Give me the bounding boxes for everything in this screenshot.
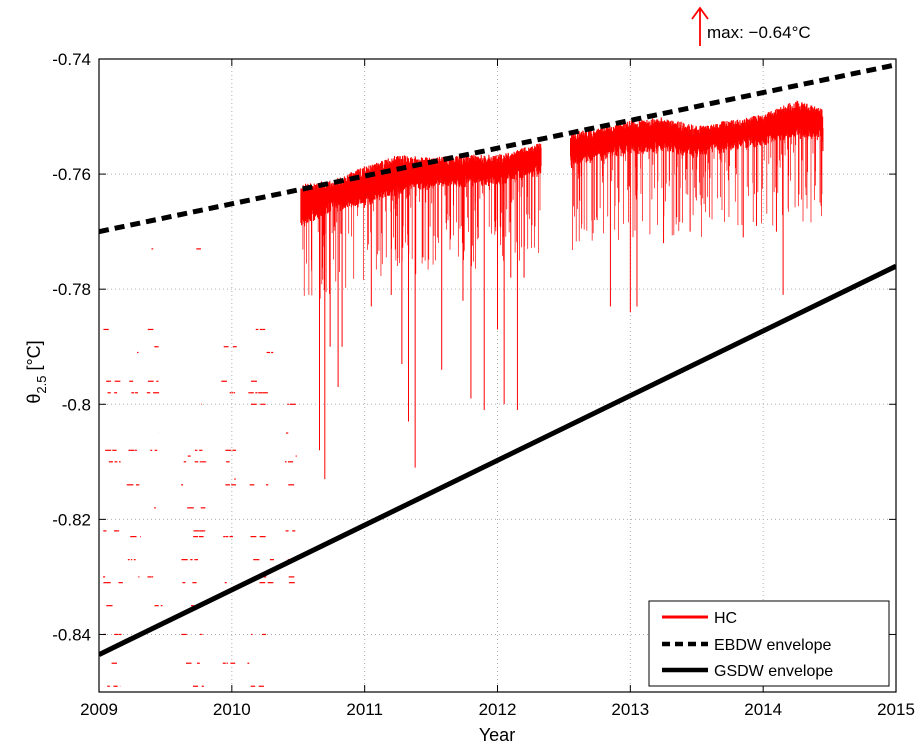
gsdw-envelope-line xyxy=(99,263,896,657)
legend-label-gsdw: GSDW envelope xyxy=(714,663,833,680)
y-axis-label: θ2.5 [°C] xyxy=(24,340,49,403)
x-tick-label: 2011 xyxy=(346,700,383,719)
x-tick-label: 2013 xyxy=(611,700,649,719)
x-tick-label: 2012 xyxy=(479,700,517,719)
legend: HC EBDW envelope GSDW envelope xyxy=(648,600,890,687)
y-tick-label: -0.76 xyxy=(52,165,91,184)
x-tick-label: 2015 xyxy=(877,700,915,719)
y-tick-label: -0.8 xyxy=(62,395,91,414)
annotation-arrow-head xyxy=(691,6,709,20)
x-tick-label: 2014 xyxy=(744,700,782,719)
lines-layer xyxy=(99,62,896,657)
x-tick-label: 2010 xyxy=(213,700,251,719)
legend-label-hc: HC xyxy=(714,610,737,627)
ebdw-envelope-line xyxy=(99,62,896,235)
y-tick-label: -0.84 xyxy=(52,625,91,644)
data-layer xyxy=(103,100,824,687)
y-tick-label: -0.78 xyxy=(52,280,91,299)
x-axis-label: Year xyxy=(479,725,515,745)
y-axis-subscript: 2.5 xyxy=(34,376,49,394)
legend-label-ebdw: EBDW envelope xyxy=(714,637,831,654)
y-tick-label: -0.74 xyxy=(52,50,91,69)
y-axis-symbol: θ xyxy=(24,394,44,404)
ticks xyxy=(98,58,897,692)
tick-labels: 2009 2010 2011 2012 2013 2014 2015 -0.84 -0.82 -0… xyxy=(52,50,915,719)
max-annotation: max: −0.64°C xyxy=(691,6,811,46)
y-tick-label: -0.82 xyxy=(52,510,91,529)
x-tick-label: 2009 xyxy=(80,700,118,719)
annotation-text: max: −0.64°C xyxy=(707,23,811,42)
y-axis-unit: [°C] xyxy=(24,340,44,375)
